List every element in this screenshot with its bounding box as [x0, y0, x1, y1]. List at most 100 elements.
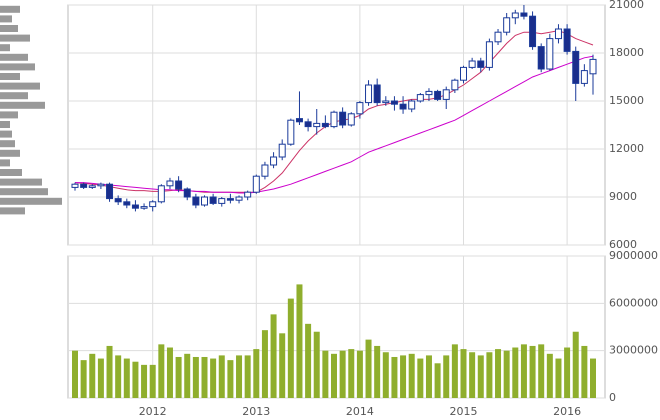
y-tick-label: 9000	[609, 190, 637, 203]
candle-body	[114, 198, 122, 203]
volume-bar	[451, 344, 458, 398]
candle-body	[390, 100, 398, 105]
volume-bar	[417, 358, 424, 398]
volume-bar	[236, 355, 243, 398]
y-tick-label: 6000000	[609, 296, 658, 309]
volume-bar	[97, 358, 104, 398]
candle-body	[330, 111, 338, 128]
y-tick-label: 12000	[609, 142, 644, 155]
candle-body	[356, 102, 364, 115]
volume-profile-bar	[0, 140, 15, 148]
volume-bar	[218, 355, 225, 398]
volume-bar	[434, 363, 441, 398]
volume-profile-bar	[0, 130, 12, 138]
volume-profile-bar	[0, 111, 18, 119]
volume-bar	[313, 331, 320, 398]
volume-bar	[339, 350, 346, 398]
candle-body	[580, 70, 588, 84]
volume-profile-bar	[0, 44, 10, 52]
volume-profile-bar	[0, 207, 25, 215]
volume-profile-bar	[0, 63, 35, 71]
candle-body	[546, 38, 554, 70]
volume-bar	[572, 331, 579, 398]
volume-profile-bar	[0, 15, 12, 23]
y-tick-label: 21000	[609, 0, 644, 11]
candle-body	[339, 111, 347, 126]
candle-body	[347, 113, 355, 126]
volume-profile-bar	[0, 73, 20, 80]
volume-bar	[287, 298, 294, 398]
volume-bar	[89, 353, 96, 398]
candle-body	[434, 90, 442, 100]
candle-body	[252, 175, 260, 193]
candle-body	[140, 206, 148, 209]
candle-body	[537, 46, 545, 70]
volume-profile-bar	[0, 53, 28, 61]
candle-body	[287, 119, 295, 145]
volume-bar	[331, 353, 337, 398]
candle-body	[226, 198, 234, 201]
volume-bar	[175, 356, 182, 398]
candle-body	[382, 100, 390, 104]
candle-body	[477, 60, 485, 68]
volume-bar	[400, 355, 407, 398]
volume-bar	[115, 355, 122, 398]
candle-body	[209, 196, 217, 204]
volume-bar	[477, 355, 484, 398]
volume-bar	[408, 353, 415, 398]
volume-bar	[210, 358, 217, 398]
volume-bar	[279, 333, 286, 398]
candle-body	[416, 94, 424, 102]
volume-bar	[590, 358, 596, 398]
volume-profile-bar	[0, 169, 22, 176]
volume-bar	[201, 356, 208, 398]
volume-profile-bar	[0, 82, 40, 90]
candle-body	[554, 28, 562, 40]
x-tick-label: 2015	[450, 405, 478, 418]
volume-bar	[581, 345, 588, 398]
volume-bar	[296, 284, 303, 398]
volume-bar	[158, 344, 165, 398]
volume-profile-bar	[0, 149, 20, 157]
candle-body	[166, 180, 174, 187]
x-tick-label: 2014	[346, 405, 374, 418]
candle-body	[468, 60, 476, 68]
candle-body	[321, 122, 329, 128]
volume-profile-bar	[0, 197, 62, 205]
candle-body	[373, 84, 381, 104]
volume-bar	[538, 344, 545, 398]
volume-bar	[322, 350, 329, 398]
volume-bar	[512, 347, 519, 398]
volume-profile-bar	[0, 5, 20, 13]
candle-body	[106, 183, 114, 200]
candle-body	[218, 198, 226, 204]
candle-body	[365, 84, 373, 104]
candle-body	[80, 183, 88, 188]
volume-profile-bar	[0, 188, 48, 196]
volume-bar	[227, 360, 234, 398]
volume-bar	[443, 355, 450, 398]
x-tick-label: 2013	[242, 405, 270, 418]
volume-bar	[356, 350, 363, 398]
candle-body	[295, 118, 303, 123]
candle-body	[460, 66, 467, 81]
volume-bar	[80, 360, 87, 398]
candle-body	[261, 164, 269, 177]
volume-profile-bar	[0, 25, 18, 32]
candle-body	[183, 188, 191, 198]
volume-bar	[72, 350, 78, 398]
candle-body	[304, 121, 312, 128]
candle-body	[408, 100, 416, 110]
candle-body	[529, 15, 537, 48]
volume-bar	[141, 364, 148, 398]
candle-body	[313, 122, 321, 128]
volume-bar	[546, 353, 553, 398]
candle-body	[175, 180, 183, 190]
candle-body	[235, 196, 243, 201]
candle-body	[520, 12, 528, 17]
volume-bar	[391, 356, 398, 398]
volume-profile-bar	[0, 178, 42, 186]
volume-profile-bar	[0, 121, 10, 128]
candle-body	[511, 12, 519, 19]
candle-body	[503, 17, 511, 33]
